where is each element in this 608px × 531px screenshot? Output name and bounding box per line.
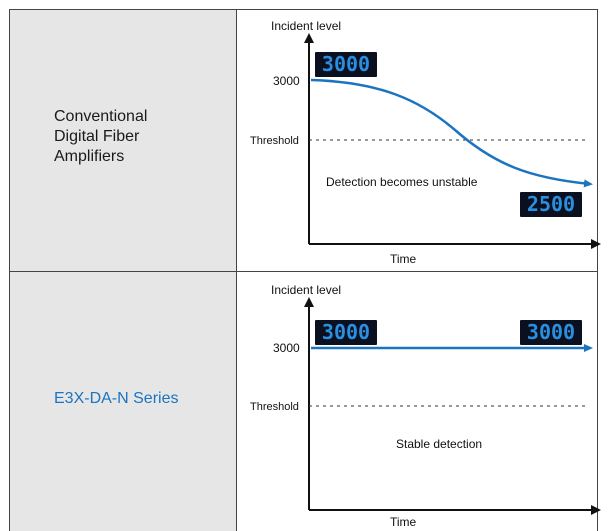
incident-level-curve — [310, 78, 593, 188]
threshold-label: Threshold — [250, 135, 299, 147]
start-value-tick: 3000 — [273, 341, 300, 355]
y-axis-label: Incident level — [271, 283, 341, 297]
x-axis-label: Time — [390, 515, 417, 529]
display-start: 3000 — [315, 52, 377, 77]
row-label-conventional: Conventional Digital Fiber Amplifiers — [54, 108, 148, 165]
column-divider — [236, 9, 237, 531]
row-label-e3x-series: E3X-DA-N Series — [54, 390, 179, 407]
svg-text:2500: 2500 — [527, 192, 575, 216]
svg-text:3000: 3000 — [527, 320, 575, 344]
x-axis-label: Time — [390, 252, 417, 266]
table-border — [9, 9, 598, 531]
panel-conventional: Incident level Time 3000 Threshold Detec… — [250, 19, 601, 266]
start-value-tick: 3000 — [273, 74, 300, 88]
svg-text:3000: 3000 — [322, 52, 370, 76]
annotation: Stable detection — [396, 437, 482, 451]
annotation: Detection becomes unstable — [326, 175, 478, 189]
row-label-cell-conventional — [10, 10, 236, 271]
svg-text:3000: 3000 — [322, 320, 370, 344]
display-end: 3000 — [520, 320, 582, 345]
panel-e3x-series: Incident level Time 3000 Threshold Stabl… — [250, 283, 601, 529]
display-end: 2500 — [520, 192, 582, 217]
row-label-cell-e3x — [10, 272, 236, 531]
display-start: 3000 — [315, 320, 377, 345]
threshold-label: Threshold — [250, 401, 299, 413]
row-divider — [9, 271, 598, 272]
y-axis-label: Incident level — [271, 19, 341, 33]
